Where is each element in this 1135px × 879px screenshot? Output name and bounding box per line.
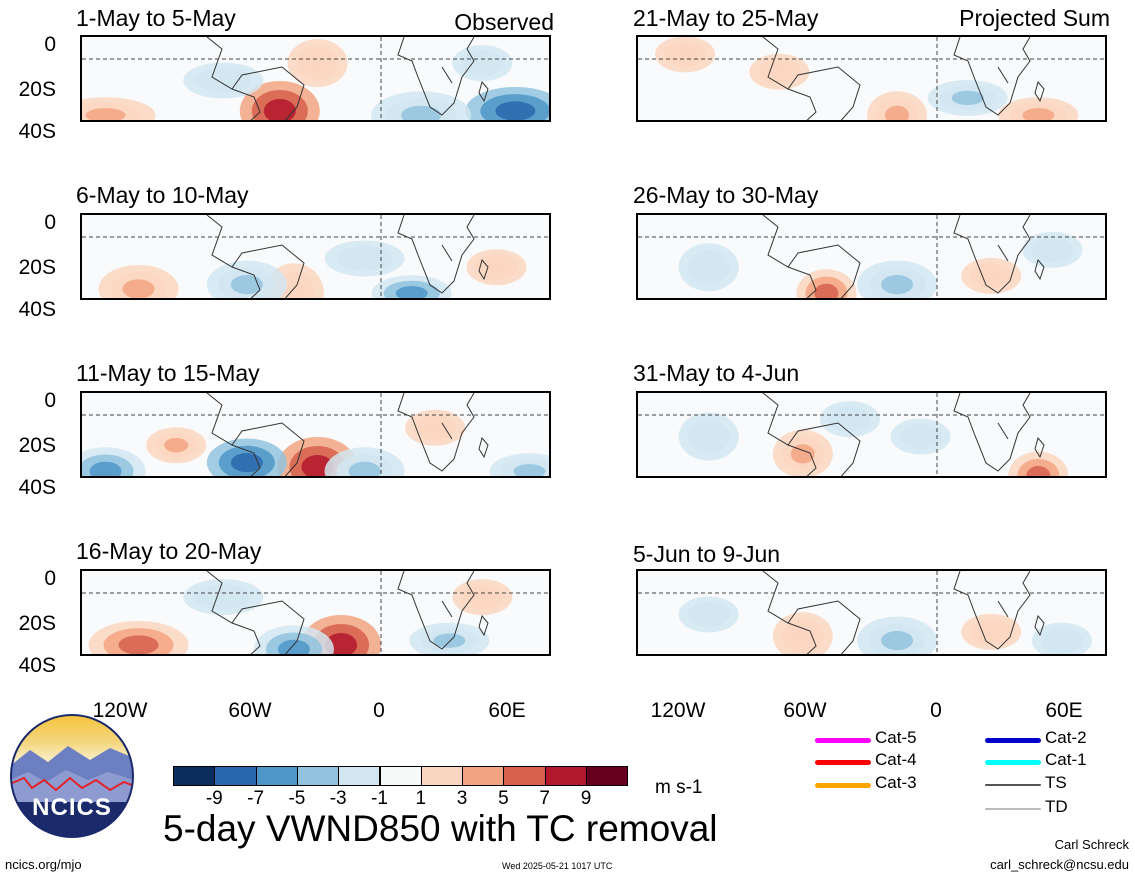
anomaly-field [82,571,549,654]
panel-title-6: 26-May to 30-May [633,182,819,208]
site-url: ncics.org/mjo [5,857,82,872]
author-email: carl_schreck@ncsu.edu [990,857,1129,872]
anomaly-field [82,37,549,120]
anomaly-field [638,571,1105,654]
colorbar-label: -1 [371,788,388,809]
panel-title-7: 31-May to 4-Jun [633,360,800,386]
y-label-row4-0: 0 [44,567,56,590]
y-label-row2-0: 0 [44,211,56,234]
colorbar-swatch [379,766,422,786]
legend-swatch [985,760,1041,765]
panel-title-2: 6-May to 10-May [76,182,249,208]
x-label-0-left: 0 [373,699,385,722]
author: Carl Schreck [1054,837,1129,852]
legend-label: Cat-5 [875,728,917,747]
y-label-row3-40s: 40S [18,476,56,499]
legend-swatch [815,760,871,765]
legend-swatch [815,738,871,743]
anomaly-field [638,215,1105,298]
colorbar-swatch [503,766,546,786]
colorbar-swatch [462,766,505,786]
y-label-row2-20s: 20S [18,256,56,279]
y-label-row3-0: 0 [44,389,56,412]
anomaly-field [638,393,1105,476]
legend-label: Cat-1 [1045,750,1087,769]
x-label-60w-right: 60W [783,699,827,722]
legend-label: TD [1045,797,1068,816]
colorbar-swatch [586,766,629,786]
panel-title-8: 5-Jun to 9-Jun [633,541,781,567]
colorbar-label: 7 [539,788,550,809]
legend-item-cat-4: Cat-4 [815,750,955,772]
colorbar-swatch [544,766,587,786]
observed-header: Observed [454,9,554,35]
colorbar-label: 5 [498,788,509,809]
legend-item-td: TD [985,797,1125,819]
y-label-row1-20s: 20S [18,78,56,101]
y-label-row4-40s: 40S [18,654,56,677]
y-label-row1-40s: 40S [18,120,56,143]
timestamp: Wed 2025-05-21 1017 UTC [502,861,613,871]
projected-header: Projected Sum [959,5,1110,31]
panel-title-4: 16-May to 20-May [76,538,262,564]
legend-label: TS [1045,773,1067,792]
legend-swatch [985,738,1041,743]
legend-item-cat-1: Cat-1 [985,750,1125,772]
legend-label: Cat-4 [875,750,917,769]
panel-title-3: 11-May to 15-May [76,360,260,386]
panel-title-1: 1-May to 5-May [76,5,236,31]
ncics-logo: NCICS [10,714,134,838]
legend-label: Cat-2 [1045,728,1087,747]
colorbar-label: -3 [329,788,347,809]
colorbar-swatch [296,766,340,786]
colorbar-swatch [255,766,298,786]
map-panel-4 [80,569,551,656]
colorbar-swatch [420,766,464,786]
legend-item-cat-2: Cat-2 [985,728,1125,750]
panel-title-5: 21-May to 25-May [633,5,819,31]
map-panel-2 [80,213,551,300]
map-panel-8 [636,569,1107,656]
x-label-60e-right: 60E [1045,699,1083,722]
legend-item-ts: TS [985,773,1125,795]
x-label-120w-left: 120W [92,699,148,722]
legend-swatch [985,784,1041,786]
map-panel-5 [636,35,1107,122]
colorbar-label: 9 [580,788,592,809]
legend-item-cat-3: Cat-3 [815,773,955,795]
main-title: 5-day VWND850 with TC removal [163,808,718,849]
anomaly-field [82,393,549,476]
x-label-60e-left: 60E [488,699,526,722]
map-panel-3 [80,391,551,478]
colorbar-swatch [173,766,216,786]
legend-swatch [985,808,1041,810]
legend-label: Cat-3 [875,773,917,792]
map-panel-7 [636,391,1107,478]
colorbar-label: -9 [205,788,223,809]
colorbar-swatch [214,766,257,786]
anomaly-field [638,37,1105,120]
legend-item-cat-5: Cat-5 [815,728,955,750]
y-label-row4-20s: 20S [18,612,56,635]
colorbar-label: -7 [247,788,265,809]
colorbar-label: 3 [456,788,468,809]
logo-text: NCICS [32,794,112,821]
map-panel-6 [636,213,1107,300]
colorbar-label: -5 [288,788,306,809]
anomaly-field [82,215,549,298]
y-label-row1-0: 0 [44,33,56,56]
units-label: m s-1 [655,777,703,798]
colorbar-swatch [338,766,381,786]
map-panel-1 [80,35,551,122]
y-label-row3-20s: 20S [18,434,56,457]
colorbar-label: 1 [415,788,427,809]
x-label-120w-right: 120W [650,699,706,722]
y-label-row2-40s: 40S [18,298,56,321]
x-label-0-right: 0 [930,699,942,722]
legend-swatch [815,783,871,788]
x-label-60w-left: 60W [228,699,272,722]
